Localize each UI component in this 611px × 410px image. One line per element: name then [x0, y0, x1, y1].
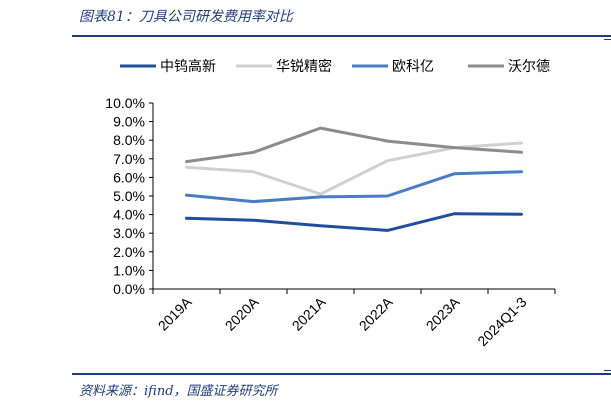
series-lines — [185, 126, 523, 232]
source-note: 资料来源：ifind，国盛证券研究所 — [79, 384, 278, 399]
x-tick-label: 2021A — [289, 293, 329, 333]
series-line — [185, 212, 523, 232]
series-line — [185, 170, 523, 204]
chart-legend: 中钨高新 华锐精密 欧科亿 沃尔德 — [120, 58, 550, 75]
x-tick-label: 2023A — [423, 293, 463, 333]
y-tick-label: 9.0% — [113, 114, 145, 130]
x-axis: 2019A 2020A 2021A 2022A 2023A 2024Q1-3 — [152, 288, 556, 349]
y-tick-label: 8.0% — [113, 132, 145, 148]
x-tick-label: 2020A — [222, 293, 262, 333]
x-tick-label: 2022A — [356, 293, 396, 333]
series-line — [185, 126, 523, 164]
bottom-divider — [72, 373, 611, 375]
legend-label: 欧科亿 — [392, 59, 434, 75]
legend-label: 中钨高新 — [160, 58, 216, 75]
y-tick-label: 0.0% — [113, 281, 145, 297]
figure-title: 图表81：刀具公司研发费用率对比 — [79, 9, 293, 25]
legend-label: 沃尔德 — [508, 59, 550, 75]
right-edge-mark-top — [604, 39, 611, 40]
y-tick-label: 1.0% — [113, 262, 145, 278]
top-divider — [72, 35, 611, 37]
series-line — [185, 141, 523, 196]
y-tick-label: 10.0% — [105, 95, 145, 111]
y-tick-label: 2.0% — [113, 244, 145, 260]
legend-label: 华锐精密 — [276, 58, 332, 75]
y-tick-label: 6.0% — [113, 169, 145, 185]
y-tick-label: 3.0% — [113, 225, 145, 241]
y-tick-label: 4.0% — [113, 207, 145, 223]
y-tick-label: 7.0% — [113, 151, 145, 167]
y-axis: 0.0% 1.0% 2.0% 3.0% 4.0% 5.0% 6.0% 7.0% 8.0% 9.0%… — [105, 95, 154, 297]
y-tick-label: 5.0% — [113, 188, 145, 204]
x-tick-label: 2024Q1-3 — [474, 294, 529, 349]
right-edge-mark-bottom — [604, 370, 611, 371]
x-tick-label: 2019A — [155, 293, 195, 333]
